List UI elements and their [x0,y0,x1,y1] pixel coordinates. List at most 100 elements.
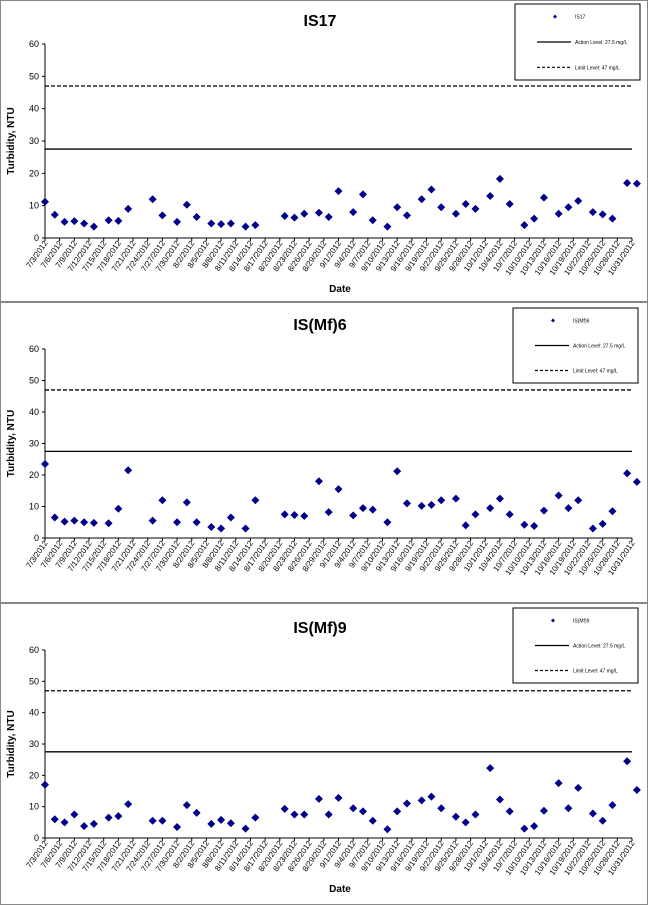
data-point [417,501,426,510]
legend-box [512,307,639,384]
data-point [217,815,226,824]
chart-legend: IS17 Action Level: 27.5 mg/L Limit Level: … [514,3,641,81]
data-point [217,220,226,229]
data-point [368,816,377,825]
data-point [598,816,607,825]
data-point [124,204,133,213]
data-point [114,216,123,225]
y-tick-label: 0 [34,833,39,843]
data-point [314,477,323,486]
data-point [554,491,563,500]
y-tick-label: 50 [29,71,39,81]
y-tick-label: 20 [29,470,39,480]
data-point [207,219,216,228]
data-point [217,524,226,533]
data-point [393,203,402,212]
data-point [334,187,343,196]
data-point [251,813,260,822]
data-point [598,519,607,528]
data-point [89,819,98,828]
data-point [349,511,358,520]
legend-marker [551,618,555,623]
data-point [226,513,235,522]
legend-box [512,607,639,684]
data-point [158,816,167,825]
data-point [314,208,323,217]
data-point [207,522,216,531]
data-point [158,496,167,505]
data-point [539,506,548,515]
data-point [148,195,157,204]
data-point [495,795,504,804]
data-point [124,800,133,809]
data-point [564,203,573,212]
data-point [290,213,299,222]
data-point [70,516,79,525]
data-point [41,197,49,206]
data-point [324,810,333,819]
x-axis-title: Date [329,884,351,895]
data-point [290,511,299,520]
data-point [427,500,436,509]
data-point [207,819,216,828]
data-point [486,191,495,200]
data-point [50,513,59,522]
data-point [461,521,470,530]
data-point [173,823,182,832]
data-point [402,799,411,808]
data-point [226,219,235,228]
data-point [358,190,367,199]
data-point [520,824,529,833]
data-point [182,200,191,209]
data-point [324,508,333,517]
data-point [495,494,504,503]
data-point [182,498,191,507]
data-point [486,764,495,773]
data-point [300,209,309,218]
data-point [427,185,436,194]
data-point [173,518,182,527]
data-point [41,780,49,789]
data-point [495,174,504,183]
data-point [251,221,260,230]
y-tick-label: 10 [29,201,39,211]
data-point [539,806,548,815]
data-point [520,221,529,230]
data-point [173,217,182,226]
data-point [505,807,514,816]
data-point [80,518,89,527]
y-tick-label: 10 [29,802,39,812]
data-point [182,801,191,810]
data-point [505,200,514,209]
x-axis-title: Date [329,284,351,295]
data-point [290,810,299,819]
data-point [451,812,460,821]
data-point [158,211,167,220]
data-point [383,518,392,527]
data-point [623,469,632,478]
data-point [437,203,446,212]
data-point [427,792,436,801]
y-axis-title: Turbidity, NTU [6,710,17,777]
data-point [632,179,641,188]
chart-legend: IS(Mf)6 Action Level: 27.5 mg/L Limit Leve… [512,307,639,384]
data-point [104,216,113,225]
data-point [417,796,426,805]
data-point [574,496,583,505]
data-point [393,467,402,476]
data-point [349,804,358,813]
data-point [114,504,123,513]
data-point [300,810,309,819]
legend-label: IS(Mf)6 [573,319,590,325]
data-point [334,485,343,494]
data-point [70,217,79,226]
data-point [80,219,89,228]
legend-label: IS17 [575,15,586,21]
data-point [280,510,289,519]
legend-label: Action Level: 27.5 mg/L [573,644,625,650]
data-point [402,499,411,508]
data-point [89,518,98,527]
data-point [520,520,529,529]
y-tick-label: 30 [29,739,39,749]
